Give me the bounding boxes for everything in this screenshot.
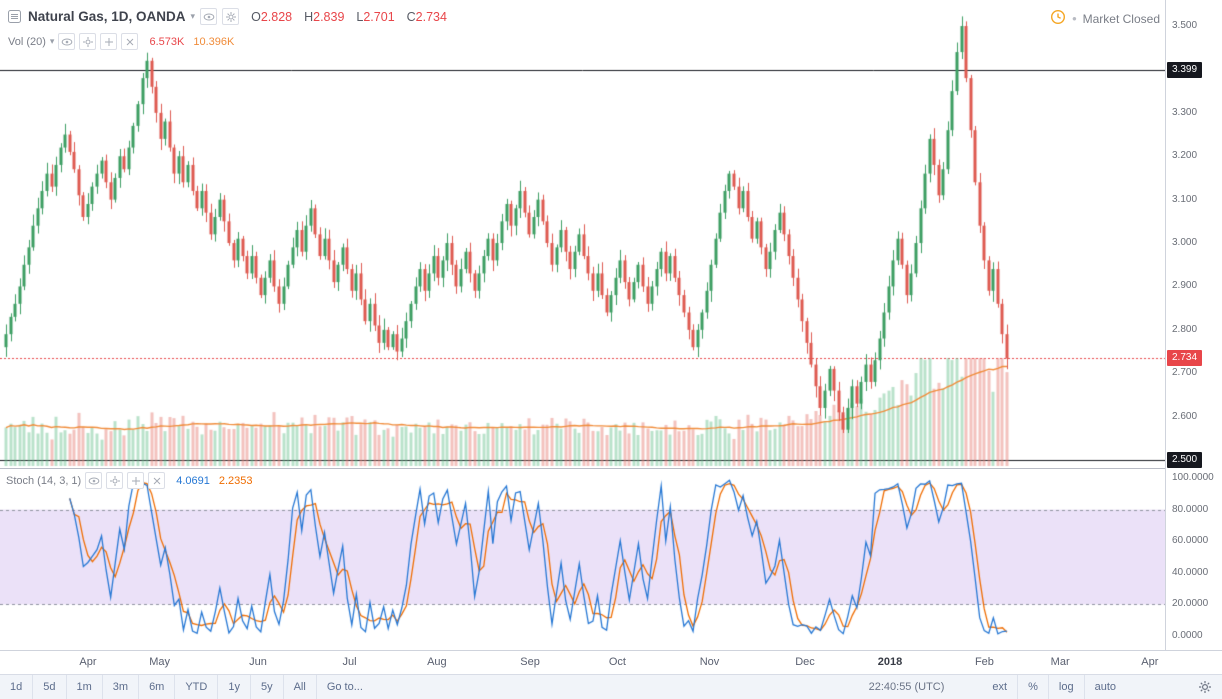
time-label-Mar: Mar <box>1050 656 1070 668</box>
price-badge-3.399: 3.399 <box>1167 61 1203 78</box>
pane-separator[interactable] <box>0 468 1165 469</box>
stoch-indicator-label[interactable]: Stoch (14, 3, 1) <box>6 474 82 487</box>
utc-clock[interactable]: 22:40:55 (UTC) <box>868 681 945 693</box>
stoch-k-value: 4.0691 <box>176 474 210 487</box>
stoch-tick-80.0000: 80.0000 <box>1172 503 1209 515</box>
price-tick-3.100: 3.100 <box>1172 193 1198 205</box>
price-tick-2.600: 2.600 <box>1172 410 1198 422</box>
symbol-title[interactable]: Natural Gas, 1D, OANDA <box>28 9 186 24</box>
gear-icon[interactable] <box>79 33 97 50</box>
range-5d[interactable]: 5d <box>32 675 65 699</box>
volume-legend: Vol (20) ▾ 6.573K 10.396K <box>8 33 234 50</box>
eye-icon[interactable] <box>200 8 218 25</box>
gear-icon[interactable] <box>222 8 240 25</box>
price-tick-3.500: 3.500 <box>1172 20 1198 32</box>
range-3m[interactable]: 3m <box>101 675 138 699</box>
range-5y[interactable]: 5y <box>249 675 283 699</box>
stoch-tick-60.0000: 60.0000 <box>1172 535 1209 547</box>
time-axis[interactable]: Apr May Jun Jul Aug Sep Oct Nov Dec 2018 Feb Mar Apr <box>0 650 1222 675</box>
ohlc-close: C2.734 <box>407 10 447 24</box>
time-label-Jun: Jun <box>249 656 267 668</box>
time-label-Nov: Nov <box>699 656 720 668</box>
time-label-Oct: Oct <box>608 656 626 668</box>
time-label-May: May <box>149 656 170 668</box>
market-status: • Market Closed <box>1050 9 1160 28</box>
price-tick-3.000: 3.000 <box>1172 237 1198 249</box>
price-badge-2.500: 2.500 <box>1167 452 1203 469</box>
price-tick-2.900: 2.900 <box>1172 280 1198 292</box>
settings-gear-icon[interactable] <box>1198 680 1212 694</box>
symbol-legend: Natural Gas, 1D, OANDA ▾ O2.828 H2.839 L… <box>8 8 447 25</box>
range-1y[interactable]: 1y <box>217 675 250 699</box>
volume-indicator-label[interactable]: Vol (20) <box>8 35 46 48</box>
range-1m[interactable]: 1m <box>65 675 102 699</box>
stoch-tick-0.0000: 0.0000 <box>1172 630 1203 641</box>
clock-icon[interactable] <box>1050 9 1066 28</box>
time-label-Jul: Jul <box>342 656 357 668</box>
control-%[interactable]: % <box>1017 675 1048 699</box>
range-All[interactable]: All <box>282 675 316 699</box>
time-label-Feb: Feb <box>974 656 994 668</box>
control-log[interactable]: log <box>1047 675 1084 699</box>
price-tick-3.300: 3.300 <box>1172 106 1198 118</box>
range-6m[interactable]: 6m <box>138 675 174 699</box>
gear-icon[interactable] <box>106 472 124 489</box>
stoch-tick-40.0000: 40.0000 <box>1172 566 1209 578</box>
chart-panel-icon[interactable] <box>8 10 21 23</box>
time-label-Apr: Apr <box>79 656 97 668</box>
close-label: C <box>406 9 416 24</box>
control-ext[interactable]: ext <box>992 681 1008 693</box>
control-auto[interactable]: auto <box>1083 675 1126 699</box>
time-label-Sep: Sep <box>520 656 540 668</box>
chevron-down-icon[interactable]: ▾ <box>190 11 196 21</box>
open-value: 2.828 <box>260 9 293 24</box>
time-label-Dec: Dec <box>795 656 815 668</box>
ohlc-high: H2.839 <box>304 10 344 24</box>
range-YTD[interactable]: YTD <box>174 675 217 699</box>
range-1d[interactable]: 1d <box>10 681 23 693</box>
market-status-text: Market Closed <box>1082 11 1160 26</box>
low-value: 2.701 <box>363 9 395 24</box>
price-tick-2.800: 2.800 <box>1172 323 1198 335</box>
chevron-down-icon[interactable]: ▾ <box>49 36 55 46</box>
stoch-legend: Stoch (14, 3, 1) 4.0691 2.2353 <box>6 472 253 489</box>
range-selector: 1d 5d 1m 3m 6m YTD 1y 5y All <box>0 675 316 699</box>
status-dot: • <box>1072 11 1077 26</box>
stoch-tick-100.0000: 100.0000 <box>1172 472 1214 483</box>
stoch-d-value: 2.2353 <box>218 474 253 487</box>
chart-canvas[interactable] <box>0 0 1165 650</box>
high-value: 2.839 <box>313 9 345 24</box>
low-label: L <box>356 9 364 24</box>
eye-icon[interactable] <box>85 472 103 489</box>
time-label-2018: 2018 <box>877 656 903 668</box>
plus-icon[interactable] <box>100 33 118 50</box>
price-badge-2.734: 2.734 <box>1167 350 1203 367</box>
eye-icon[interactable] <box>58 33 76 50</box>
plus-icon[interactable] <box>127 472 145 489</box>
close-icon[interactable] <box>148 472 166 489</box>
goto-button[interactable]: Go to... <box>315 675 373 699</box>
close-value: 2.734 <box>415 9 447 24</box>
scale-controls: ext% log auto <box>982 675 1126 699</box>
price-tick-2.700: 2.700 <box>1172 367 1198 379</box>
price-axis[interactable]: 3.500 3.300 3.200 3.100 3.000 2.900 2.800 2.700… <box>1165 0 1222 650</box>
stoch-tick-20.0000: 20.0000 <box>1172 598 1209 610</box>
high-label: H <box>304 9 314 24</box>
open-label: O <box>251 9 261 24</box>
ohlc-open: O2.828 <box>251 10 292 24</box>
chart-plot-area[interactable] <box>0 0 1165 650</box>
price-tick-3.200: 3.200 <box>1172 150 1198 162</box>
volume-ma-value: 10.396K <box>193 35 235 48</box>
bottom-toolbar: 1d 5d 1m 3m 6m YTD 1y 5y All Go to... 22:40:55 (… <box>0 674 1222 699</box>
time-label-Aug: Aug <box>427 656 447 668</box>
time-label-Apr: Apr <box>1141 656 1159 668</box>
ohlc-low: L2.701 <box>356 10 394 24</box>
close-icon[interactable] <box>121 33 139 50</box>
volume-value: 6.573K <box>149 35 185 48</box>
